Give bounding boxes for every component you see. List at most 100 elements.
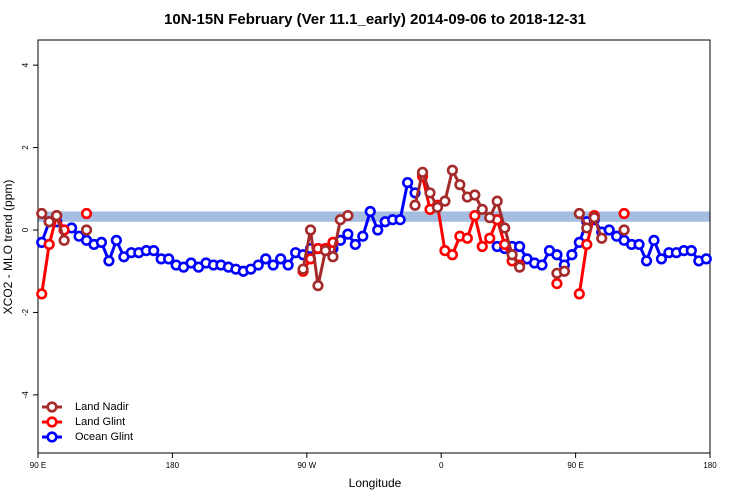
- legend-marker: [46, 401, 58, 413]
- data-point: [275, 253, 287, 265]
- y-axis-label: XCO2 - MLO trend (ppm): [1, 180, 15, 315]
- data-point: [506, 249, 518, 261]
- x-tick-label: 0: [439, 461, 444, 470]
- y-tick-label: 4: [21, 62, 30, 67]
- legend-label: Land Glint: [75, 416, 125, 428]
- data-point: [633, 238, 645, 251]
- data-point: [357, 230, 369, 242]
- data-point: [551, 277, 563, 290]
- data-point: [58, 234, 70, 246]
- data-point: [484, 232, 496, 244]
- y-tick-label: 0: [21, 227, 30, 232]
- data-point: [304, 224, 317, 236]
- data-point: [163, 253, 175, 265]
- data-point: [469, 189, 481, 201]
- data-point: [640, 255, 653, 267]
- data-point: [618, 207, 630, 220]
- data-point: [476, 203, 488, 216]
- data-point: [476, 240, 488, 253]
- data-point: [513, 261, 526, 273]
- data-point: [416, 166, 429, 178]
- legend-label: Land Nadir: [75, 401, 129, 413]
- x-axis-label: Longitude: [349, 476, 402, 490]
- data-point: [409, 199, 421, 211]
- data-point: [252, 259, 264, 271]
- data-point: [499, 222, 511, 234]
- data-point: [372, 224, 384, 236]
- data-point: [588, 212, 600, 224]
- data-point: [685, 245, 697, 257]
- data-point: [424, 187, 436, 199]
- x-tick-label: 180: [166, 461, 180, 470]
- data-point: [394, 214, 406, 226]
- data-point: [43, 216, 55, 228]
- data-point: [700, 253, 712, 265]
- data-point: [573, 207, 585, 220]
- legend-marker: [46, 416, 58, 428]
- data-point: [581, 238, 593, 251]
- x-tick-label: 180: [703, 461, 717, 470]
- data-point: [80, 224, 93, 236]
- data-point: [439, 195, 451, 207]
- data-point: [655, 253, 668, 265]
- series: [36, 177, 712, 277]
- series: [36, 170, 630, 300]
- data-point: [469, 209, 481, 222]
- data-point: [566, 249, 578, 261]
- data-point: [402, 177, 414, 189]
- data-point: [312, 280, 324, 292]
- data-point: [267, 259, 279, 271]
- data-point: [596, 232, 608, 244]
- series-line: [578, 212, 604, 239]
- series-line: [40, 178, 417, 273]
- data-point: [349, 238, 361, 251]
- data-point: [297, 263, 309, 275]
- data-point: [319, 245, 332, 257]
- data-point: [491, 195, 503, 207]
- reference-band: [38, 211, 710, 222]
- data-point: [431, 201, 444, 213]
- data-point: [558, 265, 571, 277]
- x-tick-label: 90 E: [30, 461, 46, 470]
- y-tick-label: 2: [21, 145, 30, 150]
- legend-marker: [46, 431, 58, 443]
- data-point: [342, 228, 354, 240]
- data-point: [327, 251, 339, 263]
- data-point: [648, 234, 660, 246]
- data-point: [260, 253, 272, 265]
- data-point: [536, 259, 548, 271]
- legend-label: Ocean Glint: [75, 431, 133, 443]
- chart-title: 10N-15N February (Ver 11.1_early) 2014-0…: [164, 11, 586, 28]
- data-point: [80, 207, 93, 220]
- y-tick-label: -4: [21, 391, 30, 399]
- plot-frame: [37, 39, 711, 454]
- data-point: [43, 238, 55, 251]
- data-point: [36, 207, 48, 220]
- data-point: [603, 224, 615, 236]
- series: [36, 164, 630, 292]
- data-point: [282, 259, 294, 271]
- data-point: [581, 222, 593, 234]
- x-tick-label: 90 E: [567, 461, 583, 470]
- data-point: [51, 209, 63, 222]
- y-tick-label: -2: [21, 308, 30, 316]
- data-point: [364, 205, 376, 218]
- data-point: [513, 240, 526, 253]
- data-point: [110, 234, 122, 246]
- data-point: [446, 164, 459, 176]
- x-tick-label: 90 W: [297, 461, 316, 470]
- data-point: [454, 179, 466, 191]
- data-point: [103, 255, 115, 267]
- data-point: [618, 224, 630, 236]
- data-point: [484, 212, 496, 224]
- data-point: [95, 236, 108, 248]
- data-point: [148, 245, 160, 257]
- data-point: [461, 232, 473, 244]
- data-point: [573, 288, 585, 300]
- data-point: [36, 288, 48, 300]
- data-point: [551, 249, 563, 261]
- data-point: [446, 249, 459, 261]
- data-point: [342, 209, 354, 222]
